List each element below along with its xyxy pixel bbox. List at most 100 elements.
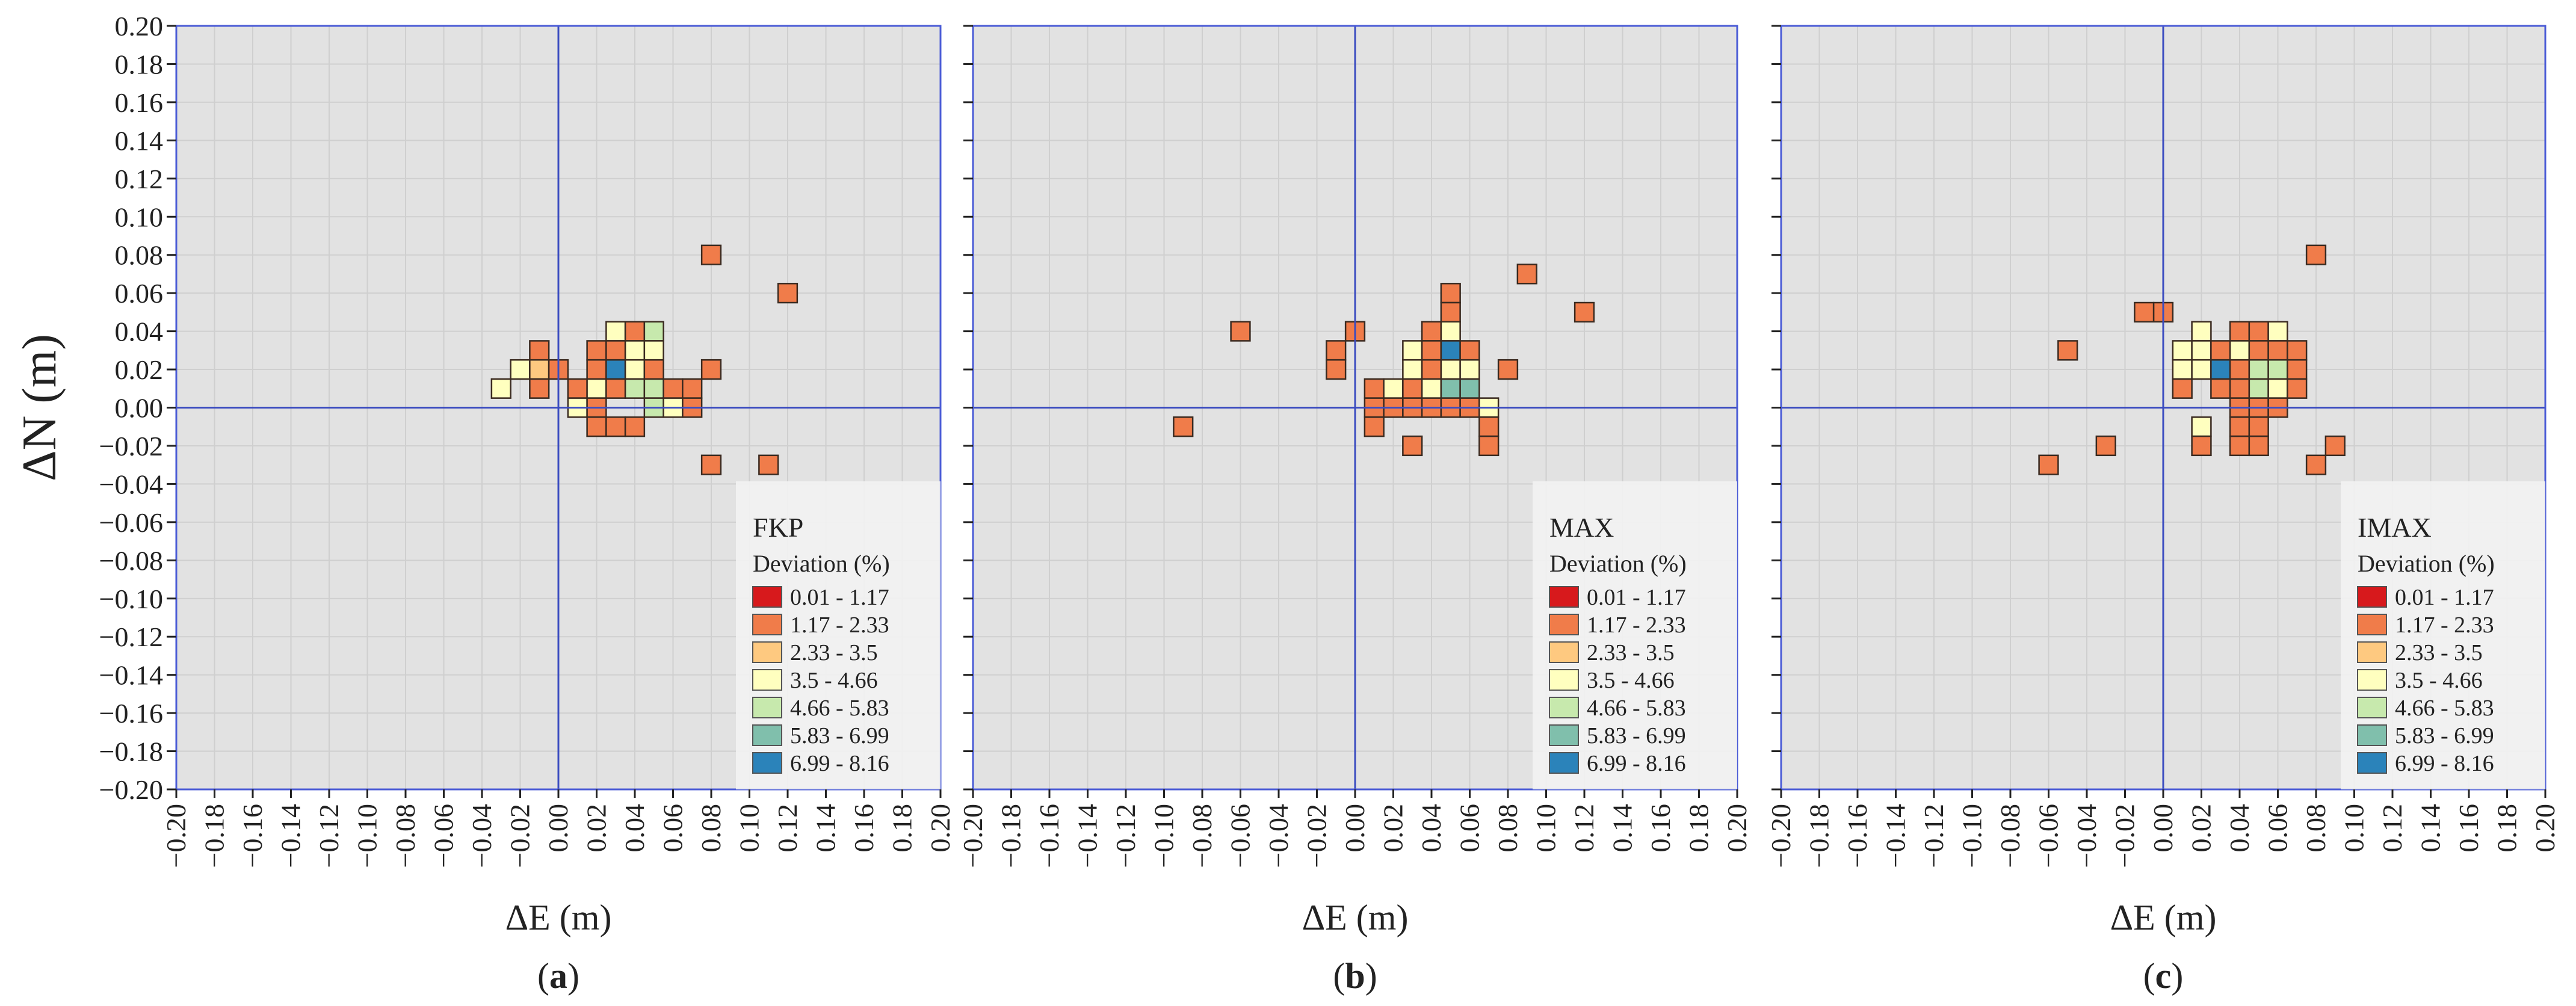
deviation-cell <box>643 378 664 399</box>
deviation-cell <box>2267 359 2288 380</box>
y-tick-label: 0.18 <box>115 49 164 79</box>
deviation-cell <box>624 359 646 380</box>
x-tick-label: 0.06 <box>1454 804 1485 853</box>
deviation-cell <box>624 340 646 361</box>
y-tick-label: −0.06 <box>99 507 163 538</box>
legend-label: 5.83 - 6.99 <box>1587 723 1686 748</box>
deviation-cell <box>758 454 779 475</box>
panel-3: −0.20 −0.18 −0.16 −0.14 −0.12 −0.10 −0.08 −0.06… <box>1765 25 2560 996</box>
deviation-cell <box>1440 301 1461 322</box>
legend-subtitle: Deviation (%) <box>1549 550 1687 577</box>
deviation-cell <box>2267 321 2288 342</box>
deviation-cell <box>1440 340 1461 361</box>
deviation-cell <box>624 416 646 437</box>
x-tick-label: −0.16 <box>1842 804 1873 868</box>
x-tick-label: −0.16 <box>1034 804 1064 868</box>
deviation-cell <box>682 378 703 399</box>
y-tick-label: −0.10 <box>99 584 163 614</box>
x-tick-label: −0.10 <box>1149 804 1179 868</box>
deviation-cell <box>643 359 664 380</box>
x-tick-label: 0.12 <box>772 804 803 853</box>
deviation-cell <box>2057 340 2078 361</box>
deviation-cell <box>2191 416 2212 437</box>
deviation-cell <box>1326 359 1347 380</box>
legend-swatch <box>1549 641 1579 663</box>
x-tick-label: 0.16 <box>848 804 879 853</box>
x-tick-label: −0.20 <box>1765 804 1796 868</box>
deviation-cell <box>605 340 626 361</box>
legend-swatch <box>1549 614 1579 635</box>
x-tick-label: 0.14 <box>811 804 841 853</box>
legend-swatch <box>2357 614 2387 635</box>
legend-subtitle: Deviation (%) <box>2358 550 2495 577</box>
deviation-cell <box>1402 435 1423 457</box>
deviation-cell <box>643 340 664 361</box>
legend-swatch <box>752 586 782 608</box>
x-tick-label: 0.06 <box>2262 804 2293 853</box>
x-tick-label: −0.08 <box>390 804 421 868</box>
deviation-cell <box>1402 340 1423 361</box>
deviation-cell <box>2229 321 2250 342</box>
x-tick-label: −0.06 <box>1225 804 1256 868</box>
x-tick-label: −0.12 <box>1110 804 1141 868</box>
legend-label: 3.5 - 4.66 <box>790 668 878 693</box>
panel-label: (c) <box>2143 956 2184 996</box>
deviation-cell <box>1364 416 1385 437</box>
legend-label: 4.66 - 5.83 <box>790 696 889 721</box>
y-tick-label: 0.12 <box>115 164 164 194</box>
x-tick-label: −0.18 <box>1804 804 1835 868</box>
deviation-cell <box>586 378 607 399</box>
deviation-cell <box>643 321 664 342</box>
deviation-cell <box>1459 340 1480 361</box>
deviation-cell <box>1478 435 1500 457</box>
deviation-cell <box>1516 264 1537 285</box>
legend-swatch <box>1549 669 1579 691</box>
x-axis-label: ΔE (m) <box>505 898 612 937</box>
legend-label: 6.99 - 8.16 <box>1587 751 1686 776</box>
y-tick-label: 0.10 <box>115 202 164 232</box>
deviation-cell <box>1459 359 1480 380</box>
y-tick-label: −0.04 <box>99 469 163 499</box>
legend-label: 5.83 - 6.99 <box>790 723 889 748</box>
deviation-cell <box>1383 378 1404 399</box>
deviation-cell <box>2134 301 2155 322</box>
legend-swatch <box>1549 697 1579 718</box>
deviation-cell <box>490 378 511 399</box>
deviation-cell <box>586 416 607 437</box>
x-tick-label: 0.10 <box>1531 804 1561 853</box>
x-tick-label: 0.06 <box>658 804 688 853</box>
deviation-cell <box>2248 435 2269 457</box>
deviation-cell <box>529 359 550 380</box>
x-tick-label: −0.02 <box>2110 804 2140 868</box>
y-tick-label: −0.02 <box>99 431 163 461</box>
deviation-cell <box>2172 340 2193 361</box>
deviation-cell <box>567 378 588 399</box>
legend-label: 2.33 - 3.5 <box>2395 640 2483 665</box>
deviation-cell <box>2095 435 2116 457</box>
legend-title: FKP <box>753 512 803 543</box>
x-tick-label: 0.08 <box>1492 804 1523 853</box>
x-tick-label: 0.20 <box>2530 804 2560 853</box>
legend-swatch <box>2357 752 2387 774</box>
deviation-cell <box>2172 378 2193 399</box>
deviation-cell <box>2248 359 2269 380</box>
y-tick-label: −0.18 <box>99 736 163 767</box>
legend-swatch <box>2357 586 2387 608</box>
legend-label: 4.66 - 5.83 <box>1587 696 1686 721</box>
deviation-cell <box>663 378 684 399</box>
deviation-cell <box>1364 378 1385 399</box>
legend-swatch <box>752 614 782 635</box>
x-tick-label: −0.12 <box>314 804 344 868</box>
legend-label: 4.66 - 5.83 <box>2395 696 2494 721</box>
deviation-cell <box>2210 340 2231 361</box>
x-tick-label: 0.04 <box>1416 804 1447 853</box>
legend-title: IMAX <box>2358 512 2432 543</box>
deviation-cell <box>624 321 646 342</box>
x-tick-label: −0.14 <box>1072 804 1103 868</box>
deviation-cell <box>700 454 722 475</box>
legend-label: 3.5 - 4.66 <box>1587 668 1675 693</box>
deviation-cell <box>1440 359 1461 380</box>
x-tick-label: −0.14 <box>276 804 306 868</box>
y-tick-label: 0.04 <box>115 316 164 347</box>
x-tick-label: −0.12 <box>1918 804 1949 868</box>
